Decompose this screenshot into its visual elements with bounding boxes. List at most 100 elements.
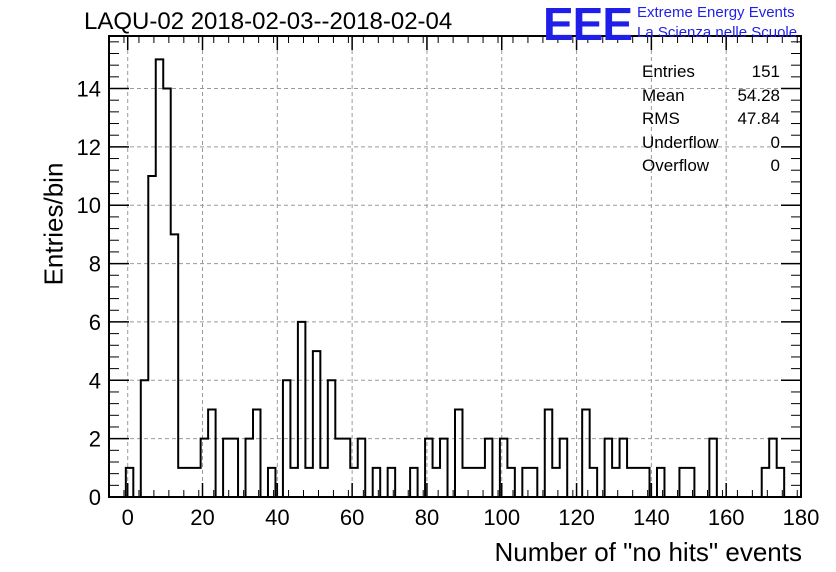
eee-logo: EEE [543, 0, 633, 50]
stat-value: 0 [770, 132, 780, 152]
histogram-bin [223, 439, 230, 497]
stat-label: Entries [642, 62, 695, 81]
x-tick-label: 40 [265, 505, 289, 530]
histogram-bin [171, 234, 178, 497]
histogram-bin [769, 439, 776, 497]
histogram-bin [679, 468, 686, 497]
y-tick-label: 0 [89, 485, 101, 510]
histogram-bin [305, 468, 312, 497]
histogram-bin [642, 468, 649, 497]
histogram-bin [433, 468, 440, 497]
histogram-bin [620, 439, 627, 497]
y-tick-label: 8 [89, 252, 101, 277]
y-tick-label: 14 [77, 77, 101, 102]
stat-row-entries: Entries 151 [642, 60, 780, 84]
histogram-bin [163, 89, 170, 497]
histogram-bin [657, 468, 664, 497]
grid-lines [109, 36, 802, 497]
x-tick-label: 120 [558, 505, 595, 530]
histogram-bin [440, 439, 447, 497]
histogram-bin [328, 380, 335, 497]
histogram-bin [141, 380, 148, 497]
stat-value: 151 [751, 62, 780, 81]
stat-row-mean: Mean 54.28 [642, 84, 780, 108]
stat-value: 0 [770, 156, 780, 175]
y-tick-label: 10 [77, 193, 101, 218]
tick-labels: 0 20 40 60 80 100 120 140 160 180 0 2 4 6 8 10 12 14 [77, 77, 820, 530]
histogram-bin [477, 468, 484, 497]
histogram-bin [246, 439, 253, 497]
stat-label: Mean [642, 85, 685, 105]
stat-label: Overflow [642, 156, 710, 175]
histogram-bin [709, 439, 716, 497]
histogram-bin [762, 468, 769, 497]
histogram-bin [320, 468, 327, 497]
histogram-bin [126, 468, 133, 497]
y-tick-label: 12 [77, 135, 101, 160]
histogram-bin [358, 439, 365, 497]
x-tick-label: 100 [483, 505, 520, 530]
histogram-bin [313, 351, 320, 497]
y-tick-label: 2 [89, 427, 101, 452]
x-tick-label: 60 [340, 505, 364, 530]
histogram-bin [193, 468, 200, 497]
histogram-bin [522, 468, 529, 497]
x-axis-label: Number of "no hits" events [494, 537, 803, 567]
plot-frame [108, 35, 802, 498]
histogram-bin [530, 468, 537, 497]
histogram-bin [590, 468, 597, 497]
logo-caption-line2: La Scienza nelle Scuole [637, 24, 798, 41]
stat-value: 47.84 [737, 109, 780, 128]
histogram-bin [425, 439, 432, 497]
histogram-bin [560, 439, 567, 497]
histogram-bin [500, 439, 507, 497]
histogram-bin [350, 468, 357, 497]
logo-caption-line1: Extreme Energy Events [637, 4, 795, 21]
y-tick-label: 4 [89, 368, 101, 393]
histogram-bin [627, 468, 634, 497]
y-tick-label: 6 [89, 310, 101, 335]
histogram-bin [186, 468, 193, 497]
histogram-bin [298, 322, 305, 497]
histogram-bin [777, 468, 784, 497]
histogram-bin [462, 468, 469, 497]
logo-caption: Extreme Energy Events La Scienza nelle S… [637, 3, 797, 43]
histogram-bin [253, 409, 260, 497]
histogram-bin [268, 468, 275, 497]
histogram-bin [552, 468, 559, 497]
histogram-bin [343, 439, 350, 497]
histogram-bin [283, 380, 290, 497]
stat-value: 54.28 [737, 85, 780, 105]
histogram-bin [470, 468, 477, 497]
histogram-bin [290, 468, 297, 497]
x-tick-label: 0 [122, 505, 134, 530]
histogram-bin [687, 468, 694, 497]
histogram-bin [231, 439, 238, 497]
histogram-bin [201, 439, 208, 497]
x-tick-label: 180 [783, 505, 820, 530]
histogram-bin [485, 439, 492, 497]
stat-row-rms: RMS 47.84 [642, 107, 780, 131]
histogram-bin [507, 468, 514, 497]
histogram-bin [635, 468, 642, 497]
stat-label: Underflow [642, 132, 719, 152]
histogram-bin [373, 468, 380, 497]
y-axis-label: Entries/bin [38, 162, 69, 286]
axis-ticks [108, 36, 802, 498]
x-tick-label: 140 [633, 505, 670, 530]
histogram-step-line [124, 58, 786, 498]
x-tick-label: 160 [708, 505, 745, 530]
histogram-bin [582, 409, 589, 497]
chart-title: LAQU-02 2018-02-03--2018-02-04 [84, 8, 453, 35]
histogram-bin [545, 409, 552, 497]
histogram-bin [410, 468, 417, 497]
histogram-bin [388, 468, 395, 497]
histogram-bin [178, 468, 185, 497]
histogram-bin [612, 468, 619, 497]
stat-label: RMS [642, 109, 680, 128]
stat-row-overflow: Overflow 0 [642, 154, 780, 178]
histogram-bin [156, 59, 163, 497]
histogram-bin [605, 439, 612, 497]
stat-row-underflow: Underflow 0 [642, 131, 780, 155]
